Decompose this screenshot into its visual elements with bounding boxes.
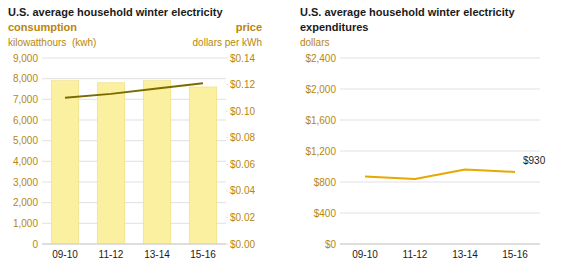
- grid-line: [340, 151, 540, 152]
- y2-tick: [226, 164, 228, 165]
- subtitle: expenditures: [300, 21, 368, 33]
- y-tick-label: 5,000: [13, 135, 38, 146]
- y-tick-label: $1,600: [305, 115, 336, 126]
- line: [65, 83, 203, 98]
- grid-line: [42, 78, 226, 79]
- y-tick-label: 7,000: [13, 94, 38, 105]
- y2-tick-label: $0.04: [230, 185, 255, 196]
- y-tick-label: 0: [32, 239, 38, 250]
- bar: [51, 81, 79, 244]
- grid-line: [42, 58, 226, 59]
- y-tick-label: $800: [314, 177, 337, 188]
- annotation: $930: [523, 155, 546, 166]
- y2-axis-label: dollars per kWh: [193, 37, 262, 48]
- chart: U.S. average household winter electricit…: [8, 6, 262, 260]
- y-tick-label: 6,000: [13, 115, 38, 126]
- x-tick-label: 11-12: [99, 249, 124, 260]
- series-name: consumption: [8, 21, 77, 33]
- grid-line: [340, 89, 540, 90]
- y-axis-label: kilowatthours (kwh): [8, 37, 96, 48]
- y2-tick-label: $0.12: [230, 79, 255, 90]
- y-axis-label: dollars: [300, 37, 329, 48]
- grid-line: [340, 58, 540, 59]
- y2-tick: [226, 111, 228, 112]
- y-tick-label: 3,000: [13, 177, 38, 188]
- x-axis-line: [42, 244, 226, 245]
- y2-tick: [226, 58, 228, 59]
- y-tick-label: 9,000: [13, 53, 38, 64]
- x-tick-label: 15-16: [502, 249, 528, 260]
- line: [365, 170, 515, 179]
- y-tick-label: 2,000: [13, 197, 38, 208]
- y-tick-label: 8,000: [13, 73, 38, 84]
- x-tick-label: 13-14: [144, 249, 170, 260]
- y2-tick-label: $0.02: [230, 212, 255, 223]
- bar: [189, 87, 217, 244]
- plot-area: [365, 170, 515, 179]
- grid-line: [42, 244, 226, 245]
- x-axis-line: [340, 244, 540, 245]
- y2-tick-label: $0.08: [230, 132, 255, 143]
- y-tick-label: $400: [314, 208, 337, 219]
- y2-tick: [226, 84, 228, 85]
- x-tick-label: 11-12: [403, 249, 428, 260]
- y2-tick: [226, 190, 228, 191]
- x-tick-label: 09-10: [52, 249, 78, 260]
- y-tick-label: 4,000: [13, 156, 38, 167]
- y-tick-label: $0: [325, 239, 337, 250]
- y-tick-label: 1,000: [13, 218, 38, 229]
- y2-tick: [226, 217, 228, 218]
- bar: [97, 83, 125, 244]
- grid-line: [340, 244, 540, 245]
- x-tick-label: 09-10: [352, 249, 378, 260]
- y-tick-label: $2,000: [305, 84, 336, 95]
- y-tick-label: $2,400: [305, 53, 336, 64]
- title: U.S. average household winter electricit…: [300, 6, 515, 18]
- grid-line: [340, 120, 540, 121]
- grid-line: [340, 182, 540, 183]
- y2-tick-label: $0.06: [230, 159, 255, 170]
- series-name: price: [236, 21, 262, 33]
- y2-tick: [226, 244, 228, 245]
- grid-line: [340, 213, 540, 214]
- title: U.S. average household winter electricit…: [8, 6, 223, 18]
- bar: [143, 81, 171, 244]
- plot-area: [51, 81, 217, 244]
- figure: U.S. average household winter electricit…: [0, 0, 576, 277]
- y-tick-label: $1,200: [305, 146, 336, 157]
- x-tick-label: 15-16: [190, 249, 216, 260]
- y2-tick: [226, 137, 228, 138]
- y2-tick-label: $0.10: [230, 106, 255, 117]
- y2-tick-label: $0.00: [230, 239, 255, 250]
- chart: U.S. average household winter electricit…: [300, 6, 546, 260]
- y2-tick-label: $0.14: [230, 53, 255, 64]
- x-tick-label: 13-14: [452, 249, 478, 260]
